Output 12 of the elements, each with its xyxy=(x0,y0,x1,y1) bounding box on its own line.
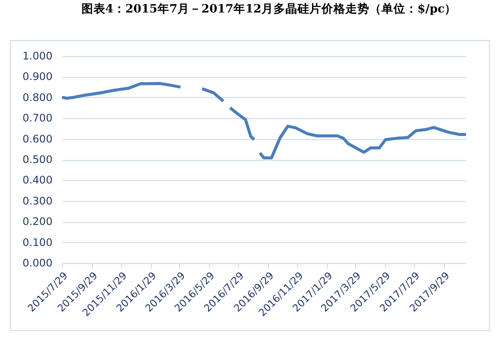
y-tick-label: 0.900 xyxy=(22,71,52,84)
y-tick-label: 0.100 xyxy=(22,236,52,249)
y-tick-label: 0.300 xyxy=(22,195,52,208)
y-tick-label: 0.400 xyxy=(22,174,52,187)
y-tick-label: 0.500 xyxy=(22,154,52,166)
y-tick-label: 0.700 xyxy=(22,112,52,125)
y-tick-label: 1.000 xyxy=(22,50,52,62)
y-tick-label: 0.800 xyxy=(22,92,52,104)
y-tick-label: 0.200 xyxy=(22,216,52,228)
y-tick-label: 0.000 xyxy=(22,258,52,270)
y-tick-label: 0.600 xyxy=(22,133,52,146)
chart-title: 图表4：2015年7月－2017年12月多晶硅片价格走势（单位：$/pc） xyxy=(81,2,457,16)
